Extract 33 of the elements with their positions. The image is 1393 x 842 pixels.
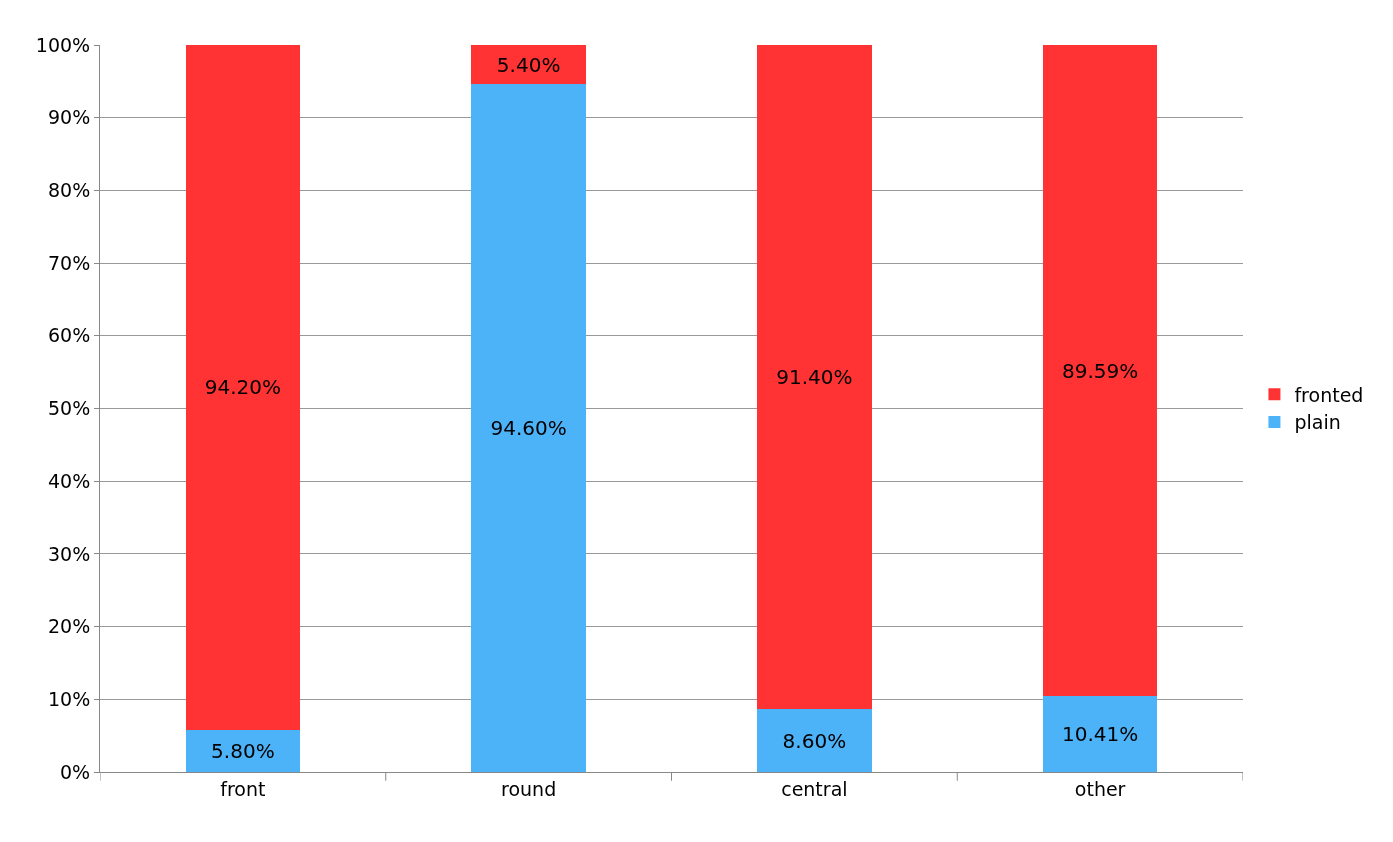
y-tick-label: 80% xyxy=(47,179,91,202)
bar xyxy=(757,709,872,772)
data-label: 94.20% xyxy=(204,375,282,400)
data-label: 91.40% xyxy=(776,365,853,390)
data-label: 8.60% xyxy=(782,728,847,753)
y-tick-label: 90% xyxy=(47,106,91,129)
x-tick-label: front xyxy=(220,777,266,800)
data-label: 89.59% xyxy=(1061,358,1139,383)
y-tick-label: 30% xyxy=(47,542,91,565)
x-tick-label: round xyxy=(501,777,557,800)
y-tick-label: 50% xyxy=(47,397,91,420)
x-tick-label: other xyxy=(1074,777,1126,800)
data-label: 5.80% xyxy=(211,738,275,763)
y-tick-label: 70% xyxy=(47,251,91,274)
data-label: 5.40% xyxy=(496,52,561,77)
bar xyxy=(471,84,586,772)
legend-label: fronted xyxy=(1294,383,1364,406)
y-tick-label: 100% xyxy=(35,33,91,56)
x-tick-label: central xyxy=(781,777,848,800)
bar xyxy=(1042,696,1158,772)
bar xyxy=(1042,45,1158,697)
data-label: 94.60% xyxy=(490,416,567,441)
bar xyxy=(185,45,301,730)
y-tick-label: 20% xyxy=(47,615,91,638)
y-tick-label: 60% xyxy=(47,324,91,347)
y-tick-label: 40% xyxy=(47,469,91,492)
data-label: 10.41% xyxy=(1061,722,1139,747)
bar xyxy=(185,729,301,772)
y-tick-label: 0% xyxy=(60,760,91,783)
bar xyxy=(757,45,872,710)
y-tick-label: 10% xyxy=(47,687,91,710)
legend-label: plain xyxy=(1294,411,1341,434)
bar xyxy=(471,45,586,85)
